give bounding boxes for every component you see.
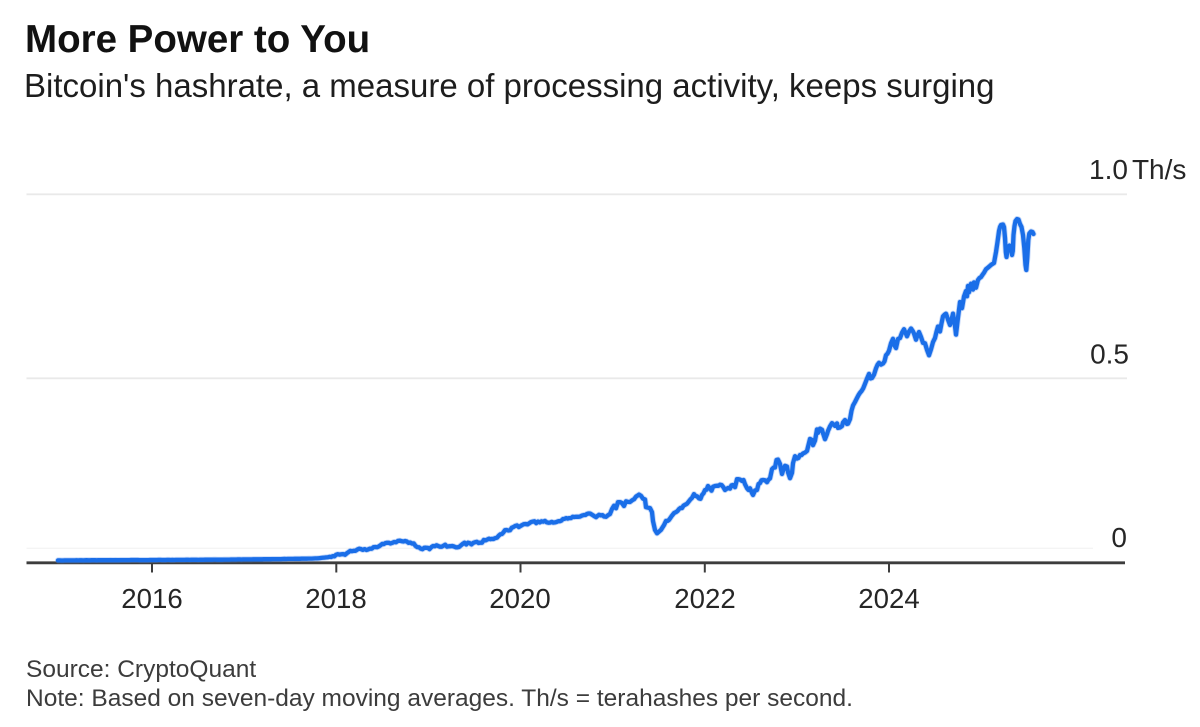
svg-text:2016: 2016 xyxy=(121,583,182,614)
svg-text:2022: 2022 xyxy=(674,583,735,614)
svg-text:0.5: 0.5 xyxy=(1090,339,1129,370)
svg-text:2020: 2020 xyxy=(489,583,550,614)
svg-text:2024: 2024 xyxy=(858,583,919,614)
svg-text:1.0Th/s: 1.0 Th/s xyxy=(1089,154,1186,185)
svg-text:2018: 2018 xyxy=(305,583,366,614)
svg-text:0: 0 xyxy=(1111,522,1127,553)
